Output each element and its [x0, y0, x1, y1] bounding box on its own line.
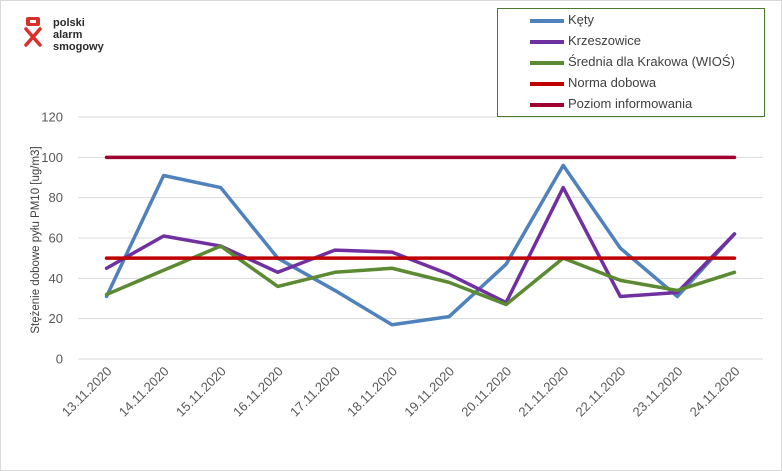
- x-tick-label: 13.11.2020: [59, 364, 115, 420]
- y-tick-label: 60: [49, 231, 63, 246]
- y-axis-ticks: 0 20 40 60 80 100 120: [41, 110, 63, 367]
- logo-text: polski alarm smogowy: [53, 17, 143, 53]
- x-tick-label: 16.11.2020: [230, 364, 286, 420]
- x-axis-ticks: 13.11.2020 14.11.2020 15.11.2020 16.11.2020…: [59, 364, 743, 420]
- x-tick-label: 22.11.2020: [572, 364, 628, 420]
- logo-mark-icon: [24, 17, 42, 47]
- polski-alarm-smogowy-logo: polski alarm smogowy: [21, 15, 131, 55]
- x-tick-label: 14.11.2020: [116, 364, 172, 420]
- y-tick-label: 20: [49, 311, 63, 326]
- legend-item: Norma dobowa: [498, 74, 764, 94]
- series-line-3: [104, 244, 737, 307]
- logo-line: polski: [53, 17, 85, 29]
- legend-swatch: [530, 82, 564, 86]
- legend: Kęty Krzeszowice Średnia dla Krakowa (WIOŚ…: [497, 8, 765, 117]
- series-line-2: [104, 185, 737, 305]
- legend-label: Norma dobowa: [568, 75, 657, 90]
- x-tick-label: 20.11.2020: [458, 364, 514, 420]
- legend-item: Kęty: [498, 11, 764, 31]
- y-tick-label: 40: [49, 271, 63, 286]
- x-tick-label: 19.11.2020: [401, 364, 457, 420]
- logo-line: alarm: [53, 29, 83, 41]
- legend-swatch: [530, 40, 564, 44]
- legend-item: Krzeszowice: [498, 32, 764, 52]
- y-axis-label: Stężenie dobowe pyłu PM10 [ug/m3]: [30, 146, 42, 333]
- series-lines: [104, 155, 737, 327]
- legend-swatch: [530, 103, 564, 107]
- legend-label: Poziom informowania: [568, 96, 693, 111]
- x-tick-label: 23.11.2020: [630, 364, 686, 420]
- y-tick-label: 120: [41, 110, 63, 125]
- legend-swatch: [530, 19, 564, 23]
- legend-label: Kęty: [568, 12, 595, 27]
- x-tick-label: 21.11.2020: [515, 364, 571, 420]
- legend-label: Krzeszowice: [568, 33, 641, 48]
- x-tick-label: 15.11.2020: [173, 364, 229, 420]
- legend-swatch: [530, 61, 564, 65]
- logo-line: smogowy: [53, 41, 104, 53]
- y-tick-label: 100: [41, 150, 63, 165]
- series-line-1: [104, 163, 737, 327]
- y-tick-label: 80: [49, 190, 63, 205]
- x-tick-label: 17.11.2020: [287, 364, 343, 420]
- x-tick-label: 24.11.2020: [687, 364, 743, 420]
- legend-label: Średnia dla Krakowa (WIOŚ): [568, 54, 735, 69]
- x-tick-label: 18.11.2020: [344, 364, 400, 420]
- y-tick-label: 0: [56, 352, 63, 367]
- legend-item: Średnia dla Krakowa (WIOŚ): [498, 53, 764, 73]
- legend-item: Poziom informowania: [498, 95, 764, 115]
